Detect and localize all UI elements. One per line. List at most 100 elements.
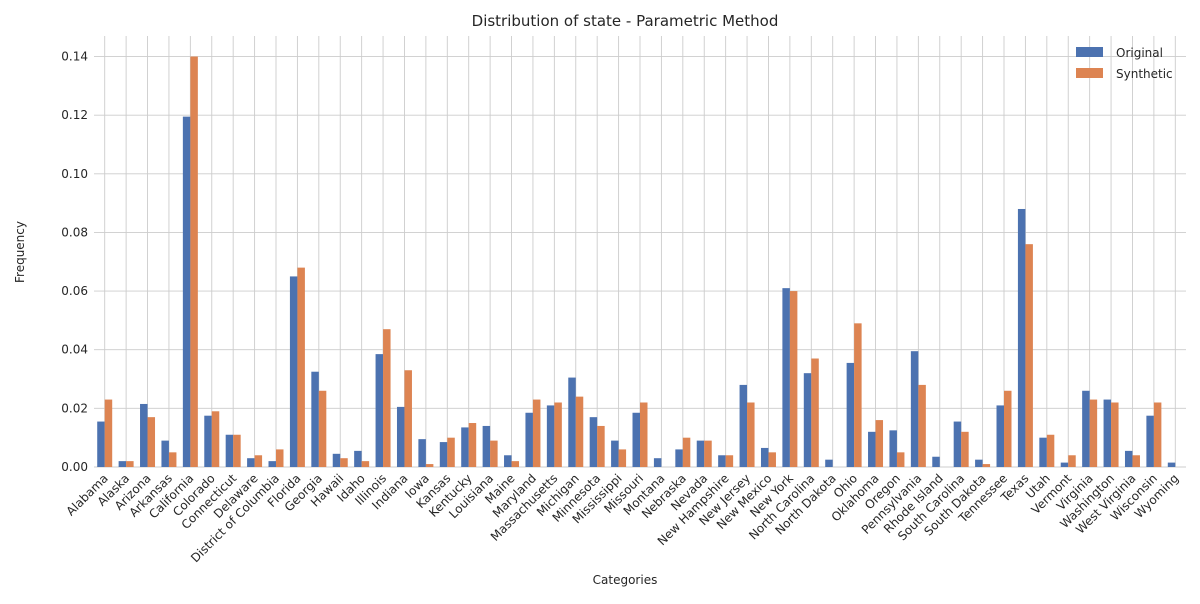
bar-synthetic <box>383 329 391 467</box>
bar-original <box>546 405 555 467</box>
bar-original <box>975 459 983 467</box>
y-tick-label: 0.02 <box>61 401 88 415</box>
bar-synthetic <box>340 458 348 467</box>
y-tick-label: 0.12 <box>61 108 88 122</box>
bar-original <box>1167 462 1176 467</box>
bar-synthetic <box>168 452 177 467</box>
bar-synthetic <box>875 420 884 467</box>
bar-synthetic <box>1004 390 1012 467</box>
bar-synthetic <box>768 452 776 467</box>
y-tick-label: 0.14 <box>61 50 88 64</box>
bar-original <box>1082 390 1090 467</box>
bar-synthetic <box>276 449 284 467</box>
bar-synthetic <box>597 425 605 467</box>
bar-original <box>910 351 919 467</box>
bar-original <box>439 442 448 467</box>
bar-original <box>354 450 362 467</box>
bar-original <box>1039 437 1047 467</box>
bar-original <box>739 384 748 467</box>
bar-synthetic <box>618 449 627 467</box>
bar-synthetic <box>1025 244 1033 467</box>
bar-synthetic <box>190 56 198 468</box>
bar-original <box>953 421 962 467</box>
bar-original <box>525 412 533 467</box>
bar-original <box>225 434 234 467</box>
bar-original <box>1103 399 1112 467</box>
bar-original <box>161 440 169 467</box>
bar-synthetic <box>447 437 455 467</box>
bar-synthetic <box>318 390 327 467</box>
legend-swatch <box>1076 47 1103 57</box>
bar-original <box>204 415 212 467</box>
bar-synthetic <box>468 423 477 467</box>
bar-synthetic <box>490 440 498 467</box>
bar-synthetic <box>682 437 691 467</box>
x-axis-ticks: AlabamaAlaskaArizonaArkansasCaliforniaCo… <box>64 471 1182 565</box>
bar-synthetic <box>811 358 819 467</box>
bar-original <box>396 406 405 467</box>
bar-synthetic <box>361 461 370 467</box>
bar-original <box>589 417 598 467</box>
bar-synthetic <box>532 399 541 467</box>
y-axis-label: Frequency <box>13 221 27 283</box>
bar-synthetic <box>254 455 263 467</box>
bar-original <box>653 458 662 467</box>
bar-original <box>1060 462 1069 467</box>
bar-synthetic <box>233 434 241 467</box>
bar-original <box>247 458 255 467</box>
legend-label: Original <box>1116 46 1163 60</box>
y-axis-ticks: 0.00 0.02 0.04 0.06 0.08 0.10 0.12 0.14 <box>61 50 88 474</box>
bar-synthetic <box>747 402 755 467</box>
chart-title: Distribution of state - Parametric Metho… <box>472 12 779 30</box>
y-tick-label: 0.06 <box>61 284 88 298</box>
bar-original <box>868 431 876 467</box>
bar-original <box>932 456 940 467</box>
bar-synthetic <box>1153 402 1162 467</box>
bar-original <box>782 288 790 467</box>
bar-synthetic <box>126 461 134 467</box>
y-tick-label: 0.08 <box>61 225 88 239</box>
bar-synthetic <box>854 323 862 467</box>
bar-synthetic <box>1046 434 1055 467</box>
bar-original <box>825 459 833 467</box>
bar-original <box>1124 450 1133 467</box>
bar-synthetic <box>211 411 220 467</box>
x-axis-label: Categories <box>593 573 658 587</box>
bar-original <box>718 455 726 467</box>
bar-original <box>182 116 191 468</box>
bar-original <box>140 403 148 467</box>
y-tick-label: 0.04 <box>61 343 88 357</box>
bar-original <box>311 371 319 467</box>
bar-original <box>118 461 127 467</box>
bar-synthetic <box>789 291 798 467</box>
bar-synthetic <box>511 461 520 467</box>
bar-synthetic <box>404 370 412 467</box>
bar-synthetic <box>1132 455 1140 467</box>
bar-synthetic <box>704 440 712 467</box>
bar-original <box>289 276 298 467</box>
bar-synthetic <box>554 402 562 467</box>
bar-original <box>996 405 1004 467</box>
bar-original <box>760 447 769 467</box>
bar-synthetic <box>1111 402 1119 467</box>
bar-series <box>97 56 1176 468</box>
bar-synthetic <box>896 452 905 467</box>
bar-original <box>632 412 640 467</box>
bar-original <box>889 430 897 467</box>
bar-original <box>568 377 576 467</box>
bar-original <box>846 362 855 467</box>
bar-original <box>1017 208 1026 467</box>
bar-synthetic <box>640 402 648 467</box>
bar-original <box>418 439 426 467</box>
bar-original <box>696 440 705 467</box>
bar-synthetic <box>297 267 305 467</box>
bar-synthetic <box>961 431 969 467</box>
y-tick-label: 0.10 <box>61 167 88 181</box>
bar-original <box>611 440 619 467</box>
bar-synthetic <box>982 464 991 467</box>
bar-original <box>461 427 469 467</box>
bar-original <box>482 425 491 467</box>
bar-original <box>675 449 683 467</box>
